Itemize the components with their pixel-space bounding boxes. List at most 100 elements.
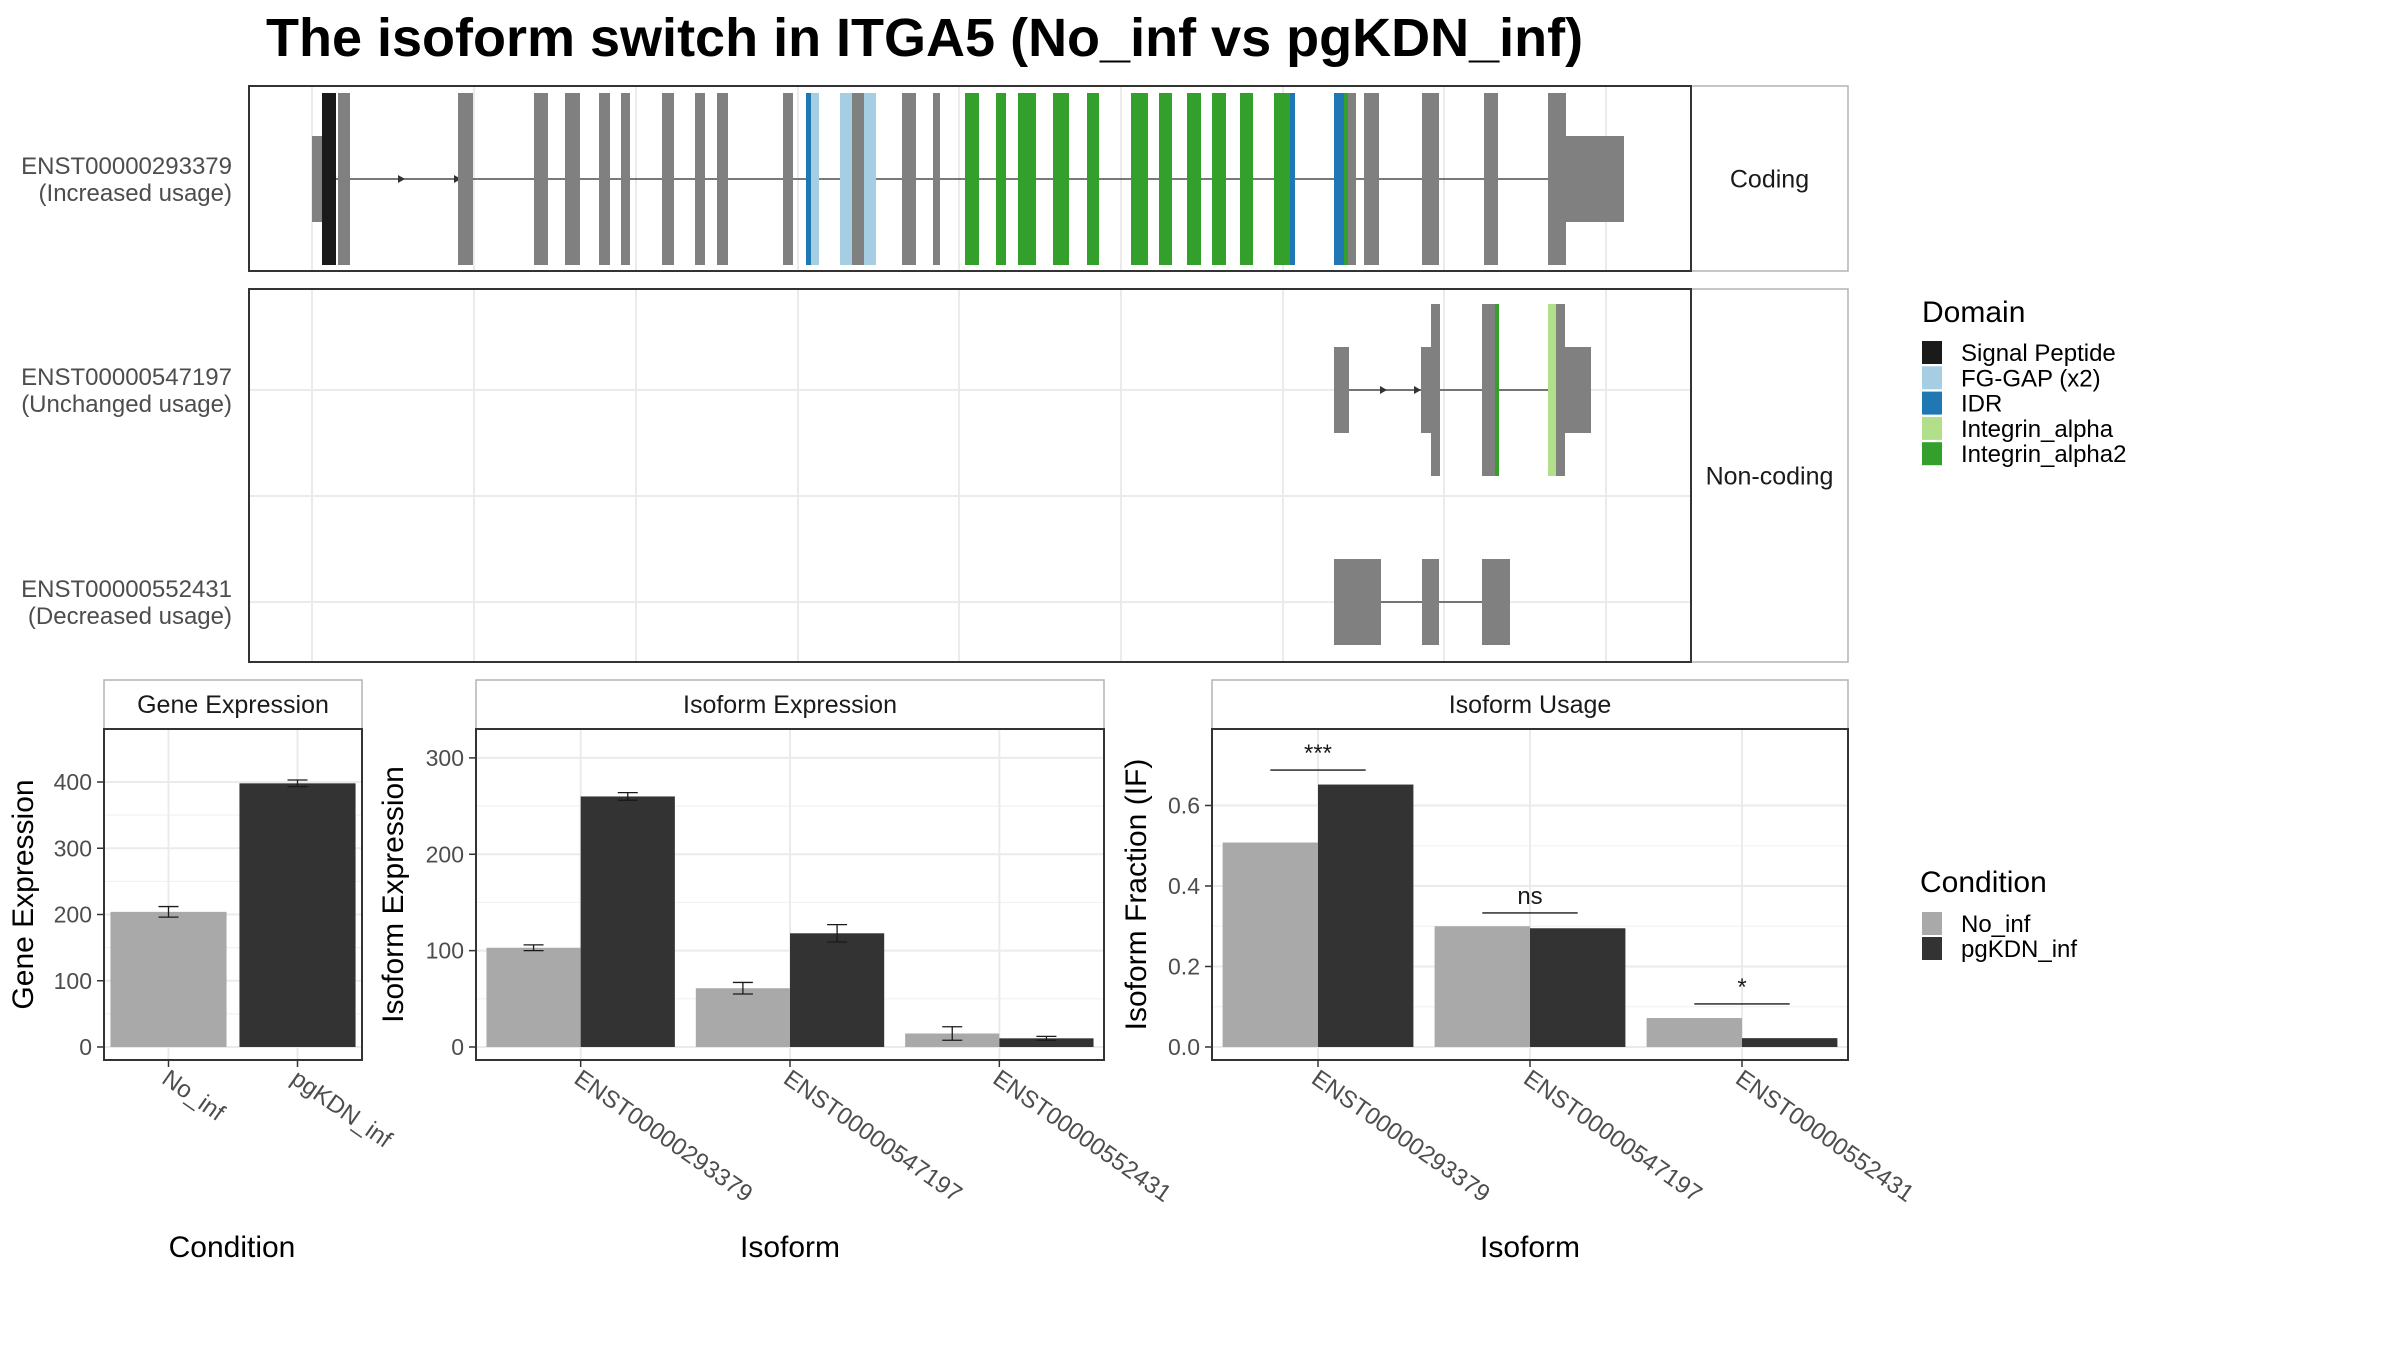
- bar-pgKDN_inf: [790, 933, 885, 1047]
- y-tick-label: 0.2: [1168, 953, 1200, 979]
- exon-exon: [458, 93, 473, 265]
- exon-exon: [783, 93, 793, 265]
- x-tick-label: No_inf: [157, 1065, 230, 1127]
- y-tick-label: 300: [426, 745, 464, 771]
- x-axis-title: Isoform: [740, 1231, 840, 1264]
- domain-legend-title: Domain: [1922, 296, 2025, 329]
- exon-integrin_alpha2: [1018, 93, 1036, 265]
- significance-label: ***: [1304, 740, 1332, 767]
- domain-legend-label: Signal Peptide: [1961, 340, 2116, 367]
- exon-exon: [1548, 93, 1566, 265]
- significance-label: ns: [1517, 883, 1542, 910]
- exon-exon: [565, 93, 580, 265]
- transcript-id-label: ENST00000547197: [21, 364, 232, 391]
- exon-integrin_alpha2: [1187, 93, 1201, 265]
- y-tick-label: 200: [426, 841, 464, 867]
- exon-integrin_alpha2: [1087, 93, 1099, 265]
- exon-exon: [627, 93, 630, 265]
- structure-strip: [1690, 288, 1849, 663]
- exon-exon: [717, 93, 728, 265]
- condition-legend-label: No_inf: [1961, 911, 2031, 938]
- transcript-id-label: ENST00000552431: [21, 576, 232, 603]
- y-tick-label: 100: [426, 938, 464, 964]
- exon-exon: [852, 93, 864, 265]
- exon-integrin_alpha2: [1212, 93, 1226, 265]
- exon-fg_gap: [864, 93, 876, 265]
- bar-chart-panels: Gene Expression 0 100 200 300 400 No_inf pgKDN_…: [7, 679, 1919, 1264]
- structure-panel-bg: [249, 289, 1691, 662]
- transcript-usage-label: (Decreased usage): [28, 603, 232, 630]
- x-axis-title: Isoform: [1480, 1231, 1580, 1264]
- exon-integrin_alpha2: [1240, 93, 1253, 265]
- exon-integrin_alpha2: [1274, 93, 1290, 265]
- exon-integrin_alpha2: [1495, 304, 1499, 476]
- exon-exon: [1484, 93, 1498, 265]
- x-tick-label: ENST00000547197: [1519, 1065, 1707, 1208]
- exon-integrin_alpha2: [1159, 93, 1172, 265]
- structure-strip: [1690, 85, 1849, 272]
- panel-2: Isoform Usage 0.0 0.2 0.4 0.6 *** ns * ENST00000…: [1120, 679, 1919, 1264]
- utr-exon: [1334, 559, 1381, 645]
- exon-idr: [1290, 93, 1295, 265]
- utr-exon: [312, 136, 324, 222]
- condition-legend-key: [1922, 912, 1942, 935]
- x-tick-label: ENST00000552431: [1731, 1065, 1919, 1208]
- exon-idr: [1334, 93, 1344, 265]
- strand-arrow: [1414, 386, 1421, 394]
- bar-No_inf: [1222, 842, 1318, 1047]
- transcript-id-label: ENST00000293379: [21, 153, 232, 180]
- exon-integrin_alpha2: [996, 93, 1006, 265]
- strand-arrow: [398, 175, 405, 183]
- utr-exon: [1422, 559, 1439, 645]
- bar-pgKDN_inf: [239, 783, 356, 1047]
- utr-exon: [1565, 347, 1591, 433]
- exon-fg_gap: [840, 93, 852, 265]
- bar-No_inf: [1434, 926, 1530, 1047]
- domain-legend-key: [1922, 391, 1942, 415]
- strand-arrow: [454, 175, 461, 183]
- x-tick-label: ENST00000293379: [569, 1065, 757, 1208]
- exon-integrin_alpha2: [1344, 93, 1348, 265]
- exon-exon: [1364, 93, 1379, 265]
- y-tick-label: 300: [54, 835, 92, 861]
- y-axis-title: Isoform Fraction (IF): [1120, 759, 1153, 1031]
- bar-No_inf: [1646, 1018, 1742, 1047]
- plot-border: [1211, 728, 1849, 1061]
- strand-arrow: [1380, 386, 1387, 394]
- y-tick-label: 200: [54, 902, 92, 928]
- panel-strip-label: Isoform Usage: [1449, 691, 1612, 719]
- x-tick-label: ENST00000293379: [1307, 1065, 1495, 1208]
- exon-exon: [933, 93, 940, 265]
- domain-legend-label: Integrin_alpha: [1961, 416, 2114, 443]
- exon-fg_gap: [811, 93, 819, 265]
- utr-exon: [1421, 347, 1431, 433]
- exon-integrin_alpha2: [1053, 93, 1069, 265]
- bar-No_inf: [110, 911, 227, 1047]
- y-tick-label: 0: [451, 1034, 464, 1060]
- bar-pgKDN_inf: [999, 1038, 1094, 1047]
- domain-legend-label: FG-GAP (x2): [1961, 365, 2101, 392]
- utr-exon: [1482, 559, 1510, 645]
- structure-strip-label: Non-coding: [1706, 463, 1834, 491]
- condition-legend-title: Condition: [1920, 866, 2047, 899]
- x-axis-title: Condition: [169, 1231, 296, 1264]
- condition-legend-key: [1922, 937, 1942, 960]
- panel-0: Gene Expression 0 100 200 300 400 No_inf pgKDN_…: [7, 679, 397, 1264]
- bar-pgKDN_inf: [1530, 928, 1626, 1047]
- panel-strip-label: Gene Expression: [137, 691, 329, 719]
- exon-integrin_alpha2: [1131, 93, 1148, 265]
- y-tick-label: 0.0: [1168, 1034, 1200, 1060]
- figure-title: The isoform switch in ITGA5 (No_inf vs p…: [266, 8, 1583, 68]
- bar-No_inf: [695, 988, 790, 1047]
- structure-strip-label: Coding: [1730, 166, 1809, 194]
- y-axis-title: Gene Expression: [7, 779, 40, 1009]
- panel-strip: [1211, 679, 1849, 730]
- domain-legend-key: [1922, 442, 1942, 466]
- exon-exon: [662, 93, 674, 265]
- y-tick-label: 400: [54, 769, 92, 795]
- y-tick-label: 0.6: [1168, 792, 1200, 818]
- transcript-usage-label: (Unchanged usage): [21, 391, 232, 418]
- bar-pgKDN_inf: [1318, 784, 1414, 1047]
- domain-legend-label: IDR: [1961, 391, 2002, 418]
- x-tick-label: ENST00000547197: [779, 1065, 967, 1208]
